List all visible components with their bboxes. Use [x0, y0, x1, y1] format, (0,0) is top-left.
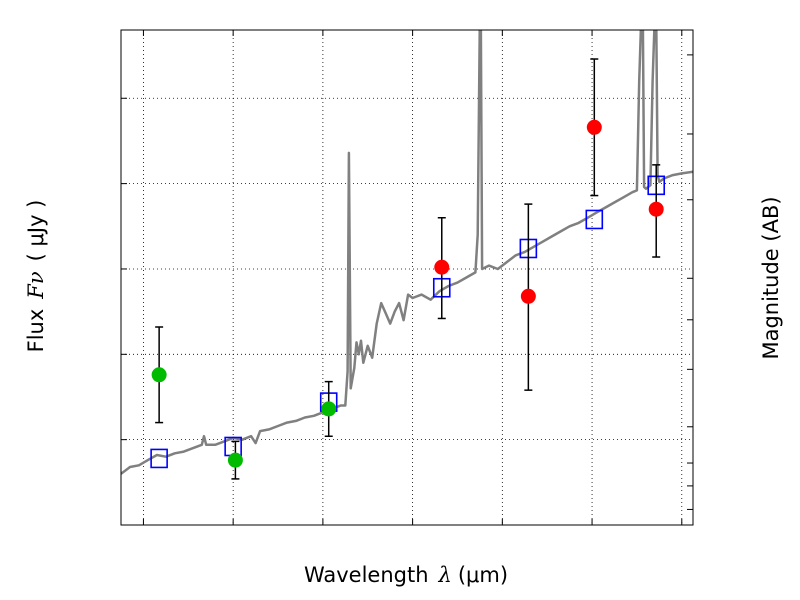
y2-axis-label: Magnitude (AB) — [759, 196, 783, 359]
axes — [120, 29, 694, 526]
observed-flux-point — [227, 452, 243, 468]
observed-flux-point — [434, 259, 450, 275]
observed-flux-point — [151, 367, 167, 383]
observed-flux-point — [520, 288, 536, 304]
spectrum-line — [121, 30, 693, 475]
plot-frame — [120, 29, 694, 526]
grid-lines — [121, 30, 693, 525]
model-photometry-square — [585, 209, 604, 230]
model-photometry-square — [150, 448, 168, 469]
plot-area — [121, 30, 693, 480]
observed-flux-point — [586, 119, 602, 135]
observed-flux-point — [648, 201, 664, 217]
y-axis-label: FluxFν( μJy ) — [24, 200, 48, 353]
observed-flux-point — [321, 401, 337, 417]
x-axis-label: Wavelength λ (μm) — [304, 563, 508, 587]
